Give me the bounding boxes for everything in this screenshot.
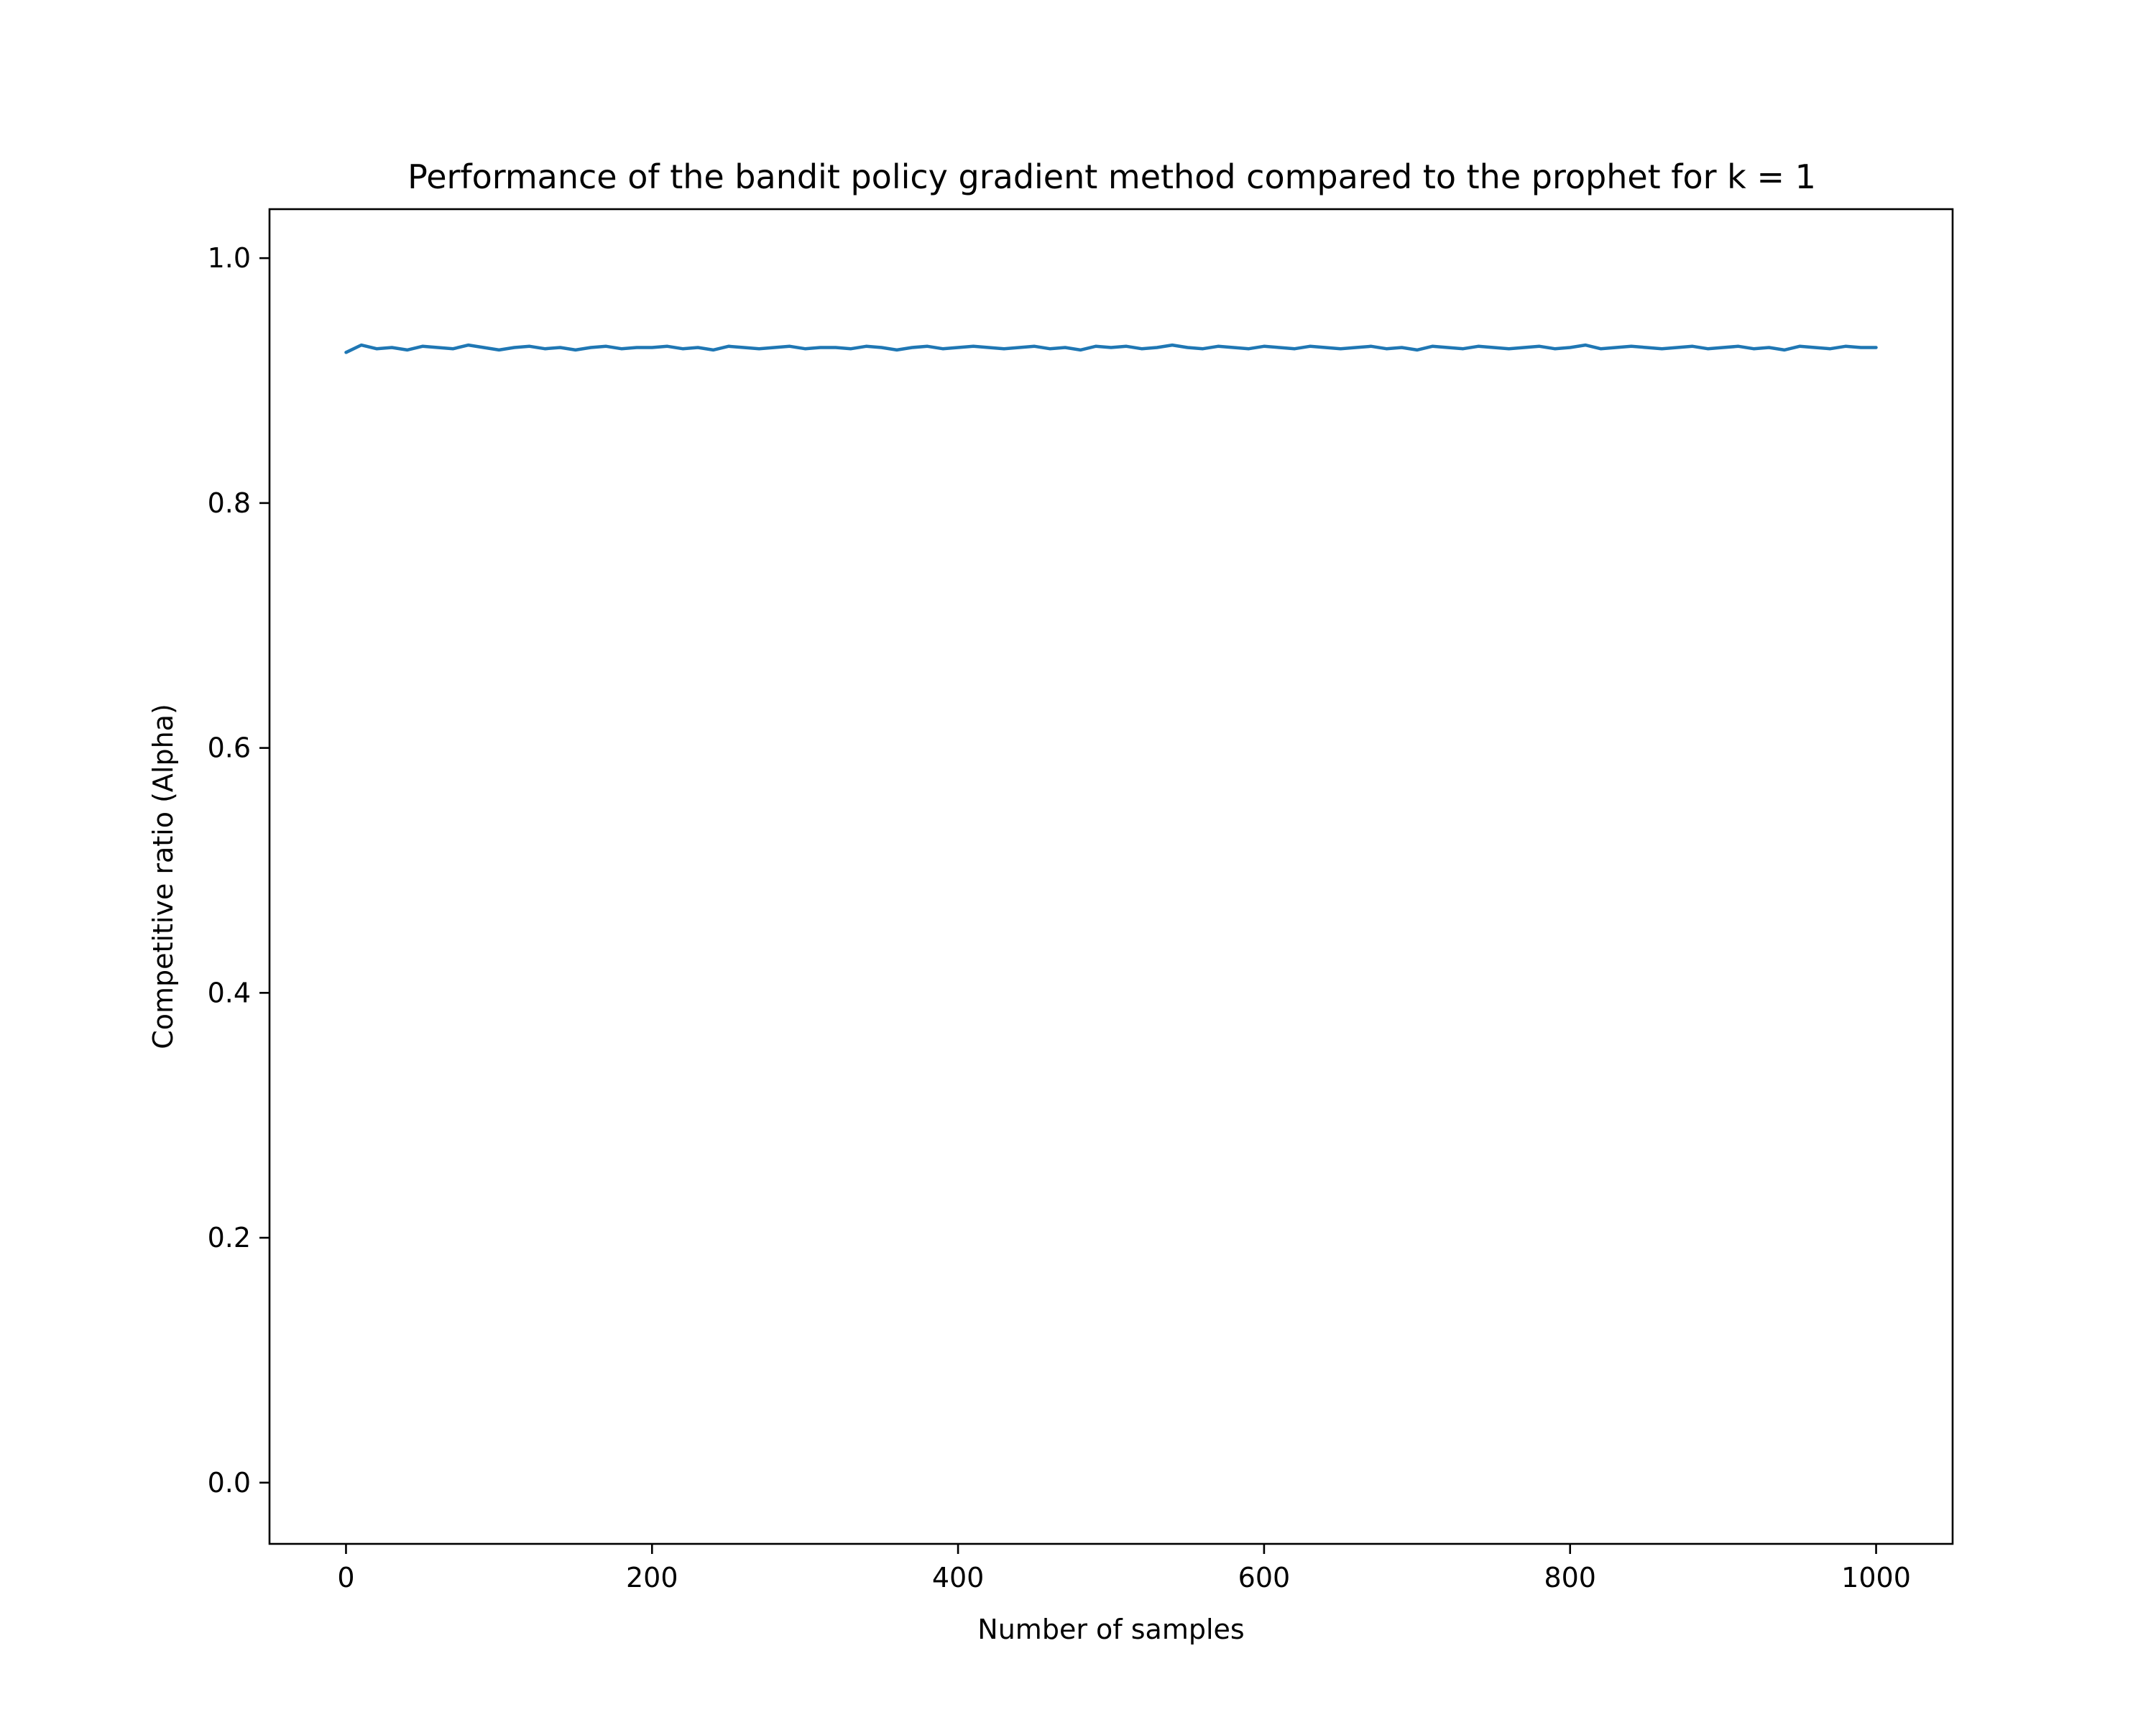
y-tick-label: 0.6 (208, 732, 251, 764)
series-group (344, 343, 1878, 354)
y-tick-label: 1.0 (208, 242, 251, 274)
x-axis-label: Number of samples (977, 1614, 1244, 1645)
y-tick-label: 0.0 (208, 1467, 251, 1499)
y-tick-label: 0.2 (208, 1222, 251, 1254)
chart-title: Performance of the bandit policy gradien… (407, 157, 1816, 196)
x-axis: 0 200 400 600 800 1000 (337, 1544, 1911, 1593)
y-tick-label: 0.8 (208, 487, 251, 519)
x-tick-label: 800 (1544, 1562, 1596, 1593)
y-axis: 0.0 0.2 0.4 0.6 0.8 1.0 (208, 242, 270, 1499)
x-tick-label: 200 (626, 1562, 678, 1593)
x-tick-label: 0 (337, 1562, 354, 1593)
x-tick-label: 600 (1238, 1562, 1291, 1593)
y-tick-label: 0.4 (208, 977, 251, 1008)
y-axis-label: Competitive ratio (Alpha) (147, 704, 179, 1049)
x-tick-label: 400 (932, 1562, 985, 1593)
series-line (344, 343, 1878, 354)
plot-frame (268, 208, 1954, 1545)
x-tick-label: 1000 (1841, 1562, 1911, 1593)
